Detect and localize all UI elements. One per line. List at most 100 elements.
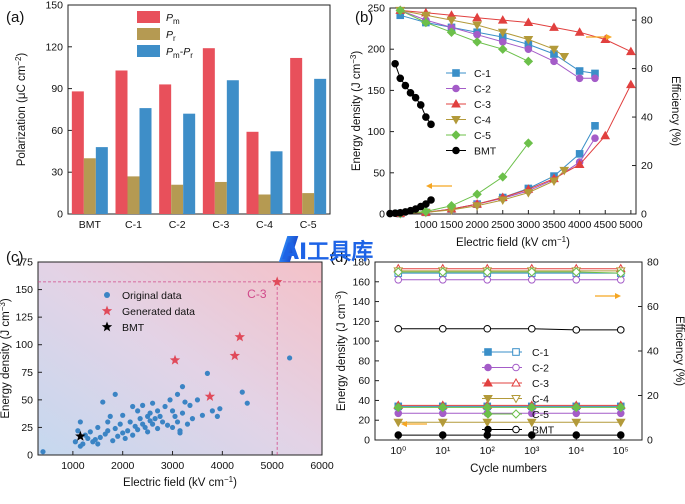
- point-C-4: [571, 418, 582, 428]
- bar-Pm-C-4: [246, 131, 259, 214]
- point-original: [145, 429, 151, 435]
- legend-marker-BMT: [484, 425, 492, 434]
- point-C-5: [472, 189, 482, 199]
- point-original: [135, 408, 141, 414]
- legend-marker-C-4: [483, 395, 493, 404]
- point-original: [184, 421, 191, 427]
- series-line-C-5: [400, 9, 529, 62]
- panel-b-frame: [389, 7, 637, 215]
- point-original: [149, 400, 156, 406]
- panel-c-x-tick-label: 5000: [260, 460, 284, 472]
- panel-a-category-label: C-1: [125, 219, 142, 231]
- panel-b-x-tick-label: 5000: [619, 219, 643, 231]
- bar-Pm-C-1: [115, 70, 128, 214]
- point-BMT: [527, 431, 536, 439]
- legend-label-C-5: C-5: [474, 130, 491, 142]
- panel-d-y-tick-label: 180: [352, 257, 370, 269]
- point-C-5: [523, 56, 534, 67]
- panel-b-x-tick-label: 3500: [542, 219, 566, 231]
- panel-b-x-axis-title: Electric field (kV cm−1): [456, 235, 570, 249]
- point-C-5: [395, 5, 405, 16]
- bar-Pm-Pr-BMT: [95, 147, 108, 214]
- point-BMT: [616, 431, 625, 439]
- legend-swatch-Pm: [137, 11, 160, 23]
- point-original: [169, 408, 176, 414]
- point-BMT: [416, 101, 425, 109]
- panel-c-y-tick-label: 125: [15, 312, 33, 324]
- bar-Pm-Pr-C-5: [314, 78, 327, 214]
- panel-b-y2-tick-label: 80: [641, 15, 653, 27]
- point-C-5: [421, 17, 431, 28]
- point-BMT: [411, 93, 420, 102]
- point-C-2: [394, 276, 403, 284]
- panel-d-x-axis-title: Cycle numbers: [470, 463, 547, 475]
- point-BMT: [438, 324, 447, 333]
- legend-swatch-Pm-Pr: [137, 45, 160, 57]
- point-original: [95, 424, 101, 431]
- panel-b-y2-axis-title: Efficiency (%): [669, 76, 681, 146]
- point-generated: [169, 354, 181, 365]
- legend-marker-open-C-1: [512, 348, 520, 356]
- panel-b-y-tick-label: 200: [367, 44, 385, 56]
- point-BMT: [572, 326, 581, 334]
- point-C-2: [572, 276, 581, 284]
- panel-d-y2-tick-label: 0: [647, 435, 653, 447]
- point-C-3: [523, 17, 534, 27]
- panel-d-y-tick-label: 20: [358, 415, 370, 427]
- legend-label-C-1: C-1: [532, 347, 549, 359]
- point-BMT: [394, 324, 403, 333]
- point-original: [239, 389, 245, 395]
- panel-c-x-tick-label: 6000: [310, 460, 334, 472]
- bar-Pm-Pr-C-3: [226, 80, 239, 215]
- legend-marker-C-2: [484, 363, 492, 372]
- legend-swatch-Pr: [137, 28, 160, 40]
- point-original: [177, 430, 183, 436]
- point-C-4: [559, 52, 570, 62]
- panel-d-y-tick-label: 80: [358, 355, 370, 367]
- c3-annotation: C-3: [247, 287, 267, 301]
- point-C-4: [615, 418, 626, 428]
- panel-d-y-tick-label: 60: [358, 375, 370, 387]
- point-C-3: [600, 130, 611, 140]
- point-C-5: [498, 44, 508, 54]
- panel-d-y-axis-title: Energy density (J cm−3): [334, 291, 348, 412]
- panel-b-x-tick-label: 2500: [491, 219, 515, 231]
- point-C-4: [523, 36, 534, 45]
- legend-marker-C-3: [483, 377, 493, 387]
- legend-marker-BMT: [452, 146, 460, 155]
- panel-b-y2-tick-label: 20: [641, 160, 653, 172]
- legend-label-C-2: C-2: [532, 363, 549, 375]
- panel-a-category-label: BMT: [79, 219, 102, 231]
- panel-c-x-tick-label: 3000: [161, 460, 185, 472]
- point-original: [115, 433, 121, 439]
- panel-d-x-tick-label: 10⁴: [568, 445, 584, 457]
- point-BMT: [422, 200, 430, 208]
- legend-label-C-4: C-4: [532, 394, 549, 406]
- legend-marker-open-BMT: [512, 425, 520, 434]
- panel-a-category-label: C-5: [300, 219, 317, 231]
- point-original: [112, 391, 118, 397]
- series-line-BMT: [398, 328, 621, 331]
- point-BMT: [427, 196, 435, 204]
- panel-a-label: (a): [6, 9, 24, 26]
- panel-a-y-axis-title: Polarization (μC cm−2): [14, 53, 28, 167]
- panel-b-x-tick-label: 4000: [568, 219, 592, 231]
- panel-d-y2-tick-label: 80: [647, 257, 659, 269]
- bar-Pr-C-5: [302, 193, 315, 214]
- panel-d-x-tick-label: 10²: [480, 445, 496, 457]
- point-C-4: [497, 28, 508, 38]
- panel-d-y-tick-label: 140: [352, 296, 370, 308]
- panel-d-y2-axis-title: Efficiency (%): [673, 316, 685, 386]
- panel-a-category-label: C-4: [256, 219, 273, 231]
- point-original: [169, 424, 176, 431]
- legend-marker-C-5: [451, 130, 461, 140]
- point-C-3: [626, 79, 636, 89]
- point-original: [209, 408, 215, 414]
- point-C-5: [571, 402, 581, 413]
- panel-c-y-axis-title: Energy density (J cm−3): [0, 298, 12, 419]
- panel-c-x-axis-title: Electric field (kV cm−1): [123, 475, 237, 489]
- point-original: [179, 384, 186, 390]
- panel-d-y-tick-label: 100: [352, 336, 370, 348]
- panel-d-y2-tick-label: 40: [647, 346, 659, 358]
